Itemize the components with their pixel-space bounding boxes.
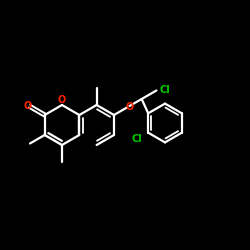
Text: O: O (125, 102, 134, 112)
Text: Cl: Cl (131, 134, 142, 144)
Text: Cl: Cl (160, 85, 170, 95)
Text: O: O (23, 101, 32, 111)
Text: O: O (58, 95, 66, 105)
